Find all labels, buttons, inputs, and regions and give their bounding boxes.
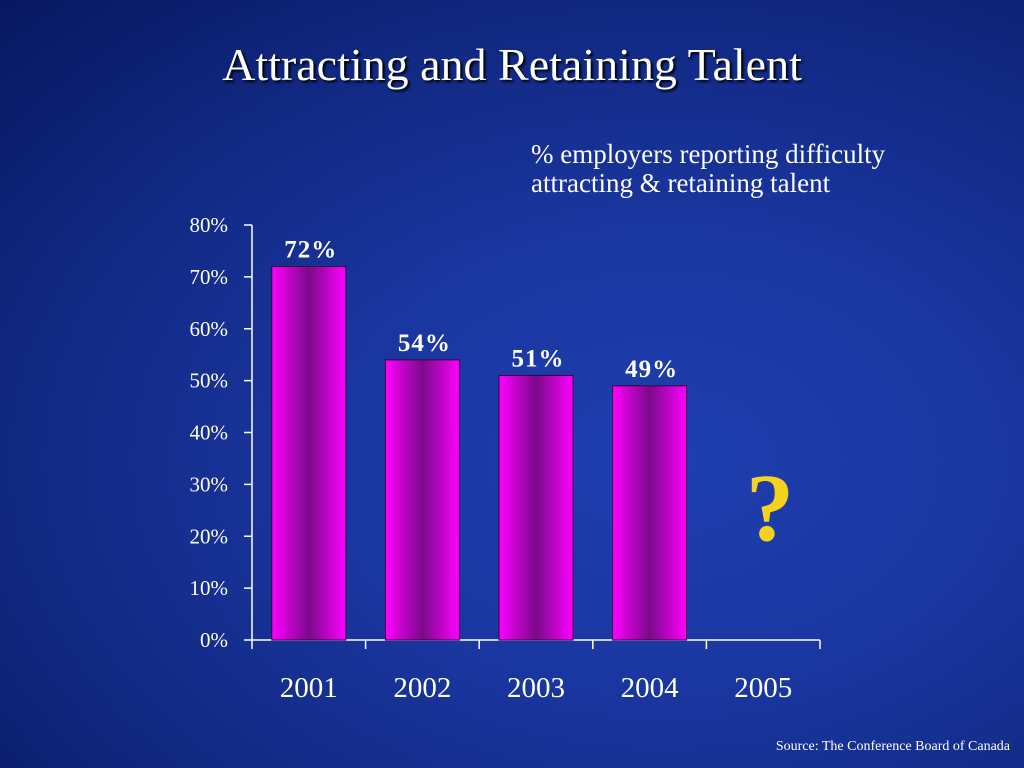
y-tick-label: 80% [190, 213, 229, 237]
chart-caption-line-1: % employers reporting difficulty [531, 139, 886, 169]
data-label-2002: 54% [398, 330, 451, 357]
y-axis: 0% 10% 20% 30% 40% 50% 60% 70% 80% [190, 213, 253, 652]
x-axis: 2001 2002 2003 2004 2005 [251, 639, 821, 704]
x-category-label: 2005 [734, 672, 792, 704]
data-label-2003: 51% [512, 345, 565, 372]
x-category-label: 2003 [507, 672, 565, 704]
y-tick-label: 0% [200, 628, 228, 652]
question-mark-annotation: ? [746, 454, 794, 561]
x-category-label: 2002 [393, 672, 451, 704]
data-label-2004: 49% [625, 356, 678, 383]
x-category-label: 2001 [280, 672, 338, 704]
bar-2003 [498, 374, 574, 641]
data-label-2001: 72% [284, 237, 337, 264]
y-tick-label: 30% [190, 472, 229, 496]
bars [271, 266, 688, 641]
data-labels: 72% 54% 51% 49% [284, 237, 678, 383]
bar-2002 [384, 359, 460, 641]
slide-title: Attracting and Retaining Talent [222, 39, 802, 90]
y-tick-label: 60% [190, 317, 229, 341]
chart-caption-line-2: attracting & retaining talent [531, 168, 831, 198]
y-tick-label: 20% [190, 524, 229, 548]
y-tick-label: 70% [190, 265, 229, 289]
chart-caption: % employers reporting difficulty attract… [531, 140, 1001, 198]
bar-2001 [271, 266, 347, 641]
y-tick-label: 10% [190, 576, 229, 600]
x-category-label: 2004 [621, 672, 680, 704]
bar-2004 [612, 385, 688, 641]
y-tick-label: 50% [190, 369, 229, 393]
source-note: Source: The Conference Board of Canada [775, 739, 1010, 754]
y-tick-label: 40% [190, 421, 229, 445]
